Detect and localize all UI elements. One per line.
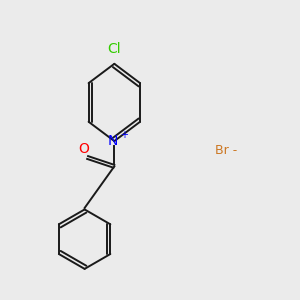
Text: Cl: Cl bbox=[107, 42, 121, 56]
Text: O: O bbox=[78, 142, 89, 156]
Text: N: N bbox=[108, 134, 118, 148]
Text: Br -: Br - bbox=[215, 143, 238, 157]
Text: +: + bbox=[120, 130, 128, 140]
